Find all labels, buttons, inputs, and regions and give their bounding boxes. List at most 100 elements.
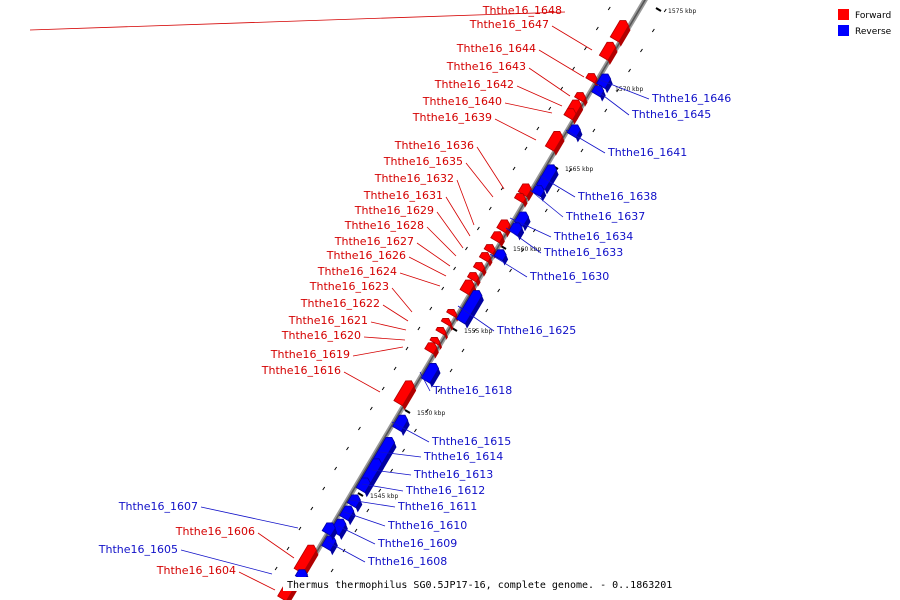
reverse-leader-line: [343, 511, 386, 527]
gene-shade: [572, 113, 579, 125]
gene-shade: [605, 79, 613, 94]
reverse-gene-label: Ththe16_1637: [565, 210, 645, 223]
minor-tick: [568, 168, 572, 173]
reverse-gene-label: Ththe16_1634: [553, 230, 633, 243]
reverse-gene-block: [455, 290, 484, 329]
reverse-gene-label: Ththe16_1611: [397, 500, 477, 513]
forward-leader-line: [399, 272, 441, 287]
forward-gene-block: [544, 131, 565, 156]
genome-axis: [285, 0, 648, 600]
minor-tick: [592, 128, 596, 133]
reverse-gene-label: Ththe16_1625: [496, 324, 576, 337]
forward-leader-line: [456, 179, 475, 226]
gene-shade: [465, 295, 484, 329]
reverse-leader-line: [200, 506, 299, 529]
forward-gene-label: Ththe16_1629: [354, 204, 434, 217]
minor-tick: [449, 368, 453, 373]
gene-shade: [575, 105, 584, 120]
forward-gene-block: [513, 193, 528, 208]
reverse-gene-block: [321, 522, 338, 541]
gene-shade: [476, 277, 481, 287]
gene-shape: [420, 363, 440, 384]
forward-gene-label: Ththe16_1643: [446, 60, 526, 73]
leader-lines: [29, 11, 650, 591]
minor-tick: [441, 286, 445, 291]
forward-gene-label: Ththe16_1635: [383, 155, 463, 168]
gene-shape: [355, 477, 371, 494]
minor-tick: [425, 408, 429, 413]
minor-tick: [465, 246, 468, 251]
forward-leader-line: [426, 226, 457, 257]
forward-gene-label: Ththe16_1632: [374, 172, 454, 185]
minor-tick: [509, 268, 513, 273]
minor-tick: [512, 166, 516, 171]
gene-blocks: [277, 20, 631, 600]
caption-background: [283, 577, 613, 591]
gene-shape: [566, 124, 581, 139]
minor-tick: [346, 446, 349, 451]
forward-gene-label: Ththe16_1606: [175, 525, 255, 538]
reverse-leader-line: [379, 451, 422, 458]
reverse-leader-line: [457, 305, 495, 332]
forward-gene-label: Ththe16_1620: [281, 329, 361, 342]
gene-shade: [540, 190, 547, 202]
minor-tick: [473, 328, 477, 333]
gene-shape: [459, 279, 475, 296]
scale-tick: [655, 7, 662, 12]
minor-tick: [334, 466, 338, 471]
legend: Forward Reverse: [838, 9, 892, 37]
gene-shade: [482, 267, 487, 277]
forward-gene-block: [393, 380, 417, 411]
forward-gene-label: Ththe16_1647: [469, 18, 549, 31]
gene-shade: [378, 442, 397, 474]
reverse-gene-block: [513, 211, 531, 232]
gene-shape: [346, 494, 361, 509]
reverse-leader-line: [599, 79, 650, 100]
forward-gene-label: Ththe16_1624: [317, 265, 397, 278]
forward-leader-line: [408, 256, 447, 277]
forward-leader-line: [516, 85, 563, 107]
forward-gene-label: Ththe16_1636: [394, 139, 474, 152]
gene-shape: [393, 380, 415, 407]
reverse-leader-line: [565, 129, 606, 154]
forward-leader-line: [465, 162, 494, 198]
forward-leader-line: [528, 67, 571, 97]
gene-shade: [355, 499, 363, 513]
gene-shade: [553, 136, 565, 156]
gene-shape: [609, 20, 630, 43]
gene-shape: [496, 219, 511, 234]
reverse-gene-label: Ththe16_1618: [432, 384, 512, 397]
forward-gene-block: [472, 262, 487, 277]
minor-tick: [461, 348, 465, 353]
reverse-gene-label: Ththe16_1645: [631, 108, 711, 121]
forward-gene-label: Ththe16_1642: [434, 78, 514, 91]
gene-shape: [429, 337, 441, 346]
forward-gene-block: [598, 41, 618, 65]
gene-shape: [466, 272, 480, 283]
gene-shade: [402, 385, 417, 411]
gene-shape: [446, 309, 458, 318]
minor-tick: [524, 146, 528, 151]
scale-label: 1565 kbp: [565, 166, 593, 173]
scale-tick: [404, 409, 411, 414]
minor-tick: [298, 526, 302, 531]
gene-shape: [455, 290, 483, 325]
forward-leader-line: [370, 321, 407, 331]
gene-shade: [499, 236, 505, 248]
reverse-gene-label: Ththe16_1609: [377, 537, 457, 550]
gene-shade: [330, 527, 338, 541]
forward-leader-line: [504, 102, 553, 114]
minor-tick: [366, 508, 370, 513]
gene-shade: [523, 217, 531, 232]
gene-shade: [487, 257, 493, 267]
gene-shape: [544, 131, 564, 152]
minor-tick: [604, 108, 608, 113]
minor-tick: [378, 488, 382, 493]
gene-shape: [478, 252, 491, 263]
reverse-gene-block: [346, 494, 363, 513]
reverse-leader-line: [489, 253, 528, 278]
forward-leader-line: [476, 146, 505, 190]
gene-shade: [438, 342, 442, 350]
scale-tick: [357, 492, 364, 497]
